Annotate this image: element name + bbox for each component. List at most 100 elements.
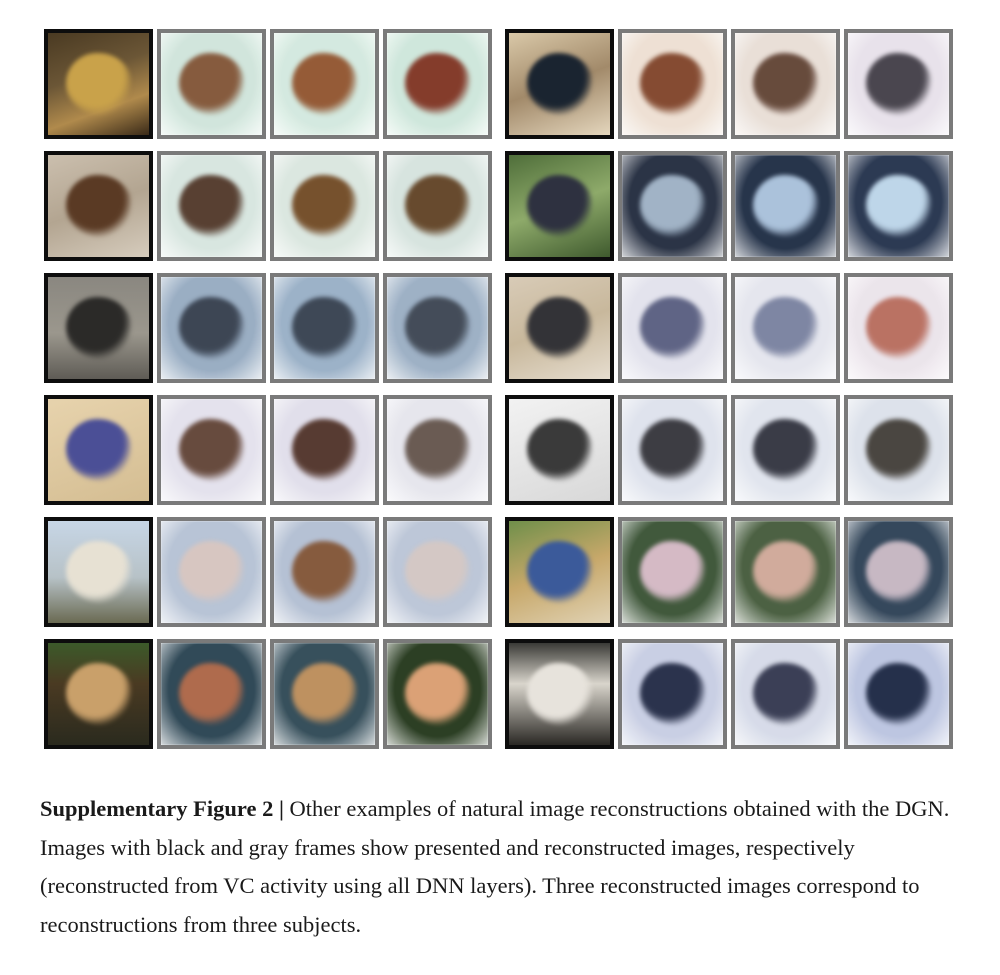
reconstructed-image-subject-2-image (735, 277, 836, 379)
reconstructed-image-subject-1 (618, 517, 727, 627)
reconstructed-image-subject-1-image (622, 155, 723, 257)
presented-image-object (527, 541, 592, 603)
reconstructed-image-subject-2-image (274, 521, 375, 623)
image-row-right-3 (505, 273, 953, 383)
presented-image-image (509, 643, 610, 745)
presented-image (505, 517, 614, 627)
image-row-left-4 (44, 395, 492, 505)
presented-image-image (509, 277, 610, 379)
reconstructed-image-subject-2-image (735, 33, 836, 135)
reconstructed-image-subject-2-object (753, 175, 818, 237)
presented-image-image (48, 643, 149, 745)
reconstructed-image-subject-2 (270, 273, 379, 383)
reconstructed-image-subject-2 (731, 29, 840, 139)
reconstructed-image-subject-3-image (848, 277, 949, 379)
reconstructed-image-subject-3-image (848, 399, 949, 501)
reconstructed-image-subject-2-image (735, 155, 836, 257)
reconstructed-image-subject-3-image (387, 521, 488, 623)
presented-image-object (527, 419, 592, 481)
presented-image-image (509, 399, 610, 501)
image-row-right-1 (505, 29, 953, 139)
reconstructed-image-subject-2-image (274, 399, 375, 501)
reconstructed-image-subject-1 (618, 29, 727, 139)
reconstructed-image-subject-1-image (161, 521, 262, 623)
reconstructed-image-subject-2 (270, 517, 379, 627)
reconstructed-image-subject-3-image (848, 155, 949, 257)
reconstructed-image-subject-2-image (274, 33, 375, 135)
presented-image (44, 639, 153, 749)
caption-text: Other examples of natural image reconstr… (40, 796, 950, 937)
presented-image (44, 395, 153, 505)
reconstructed-image-subject-1-object (640, 297, 705, 359)
presented-image-object (66, 175, 131, 237)
reconstructed-image-subject-2-object (292, 297, 357, 359)
reconstructed-image-subject-1-object (179, 541, 244, 603)
figure-panel-left (44, 29, 492, 761)
presented-image (505, 273, 614, 383)
reconstructed-image-subject-1 (157, 29, 266, 139)
reconstructed-image-subject-3 (383, 151, 492, 261)
reconstructed-image-subject-3-image (848, 521, 949, 623)
reconstructed-image-subject-3-image (387, 643, 488, 745)
reconstructed-image-subject-1 (157, 395, 266, 505)
reconstructed-image-subject-2-object (753, 663, 818, 725)
reconstructed-image-subject-2 (270, 639, 379, 749)
image-row-right-2 (505, 151, 953, 261)
presented-image (44, 517, 153, 627)
reconstructed-image-subject-3 (844, 639, 953, 749)
image-row-left-6 (44, 639, 492, 749)
presented-image-object (527, 297, 592, 359)
presented-image-object (527, 53, 592, 115)
reconstructed-image-subject-3-object (405, 663, 470, 725)
presented-image-image (48, 277, 149, 379)
reconstructed-image-subject-2 (731, 151, 840, 261)
reconstructed-image-subject-2-object (753, 297, 818, 359)
reconstructed-image-subject-2 (731, 639, 840, 749)
reconstructed-image-subject-3-image (848, 643, 949, 745)
presented-image-object (527, 663, 592, 725)
reconstructed-image-subject-1 (618, 639, 727, 749)
reconstructed-image-subject-3 (383, 517, 492, 627)
reconstructed-image-subject-3-object (405, 419, 470, 481)
reconstructed-image-subject-1-image (622, 399, 723, 501)
reconstructed-image-subject-2 (270, 395, 379, 505)
reconstructed-image-subject-2-object (292, 663, 357, 725)
presented-image-object (527, 175, 592, 237)
presented-image (44, 273, 153, 383)
reconstructed-image-subject-3-object (405, 541, 470, 603)
reconstructed-image-subject-1-object (179, 663, 244, 725)
reconstructed-image-subject-2 (731, 517, 840, 627)
reconstructed-image-subject-3-image (848, 33, 949, 135)
reconstructed-image-subject-1 (157, 273, 266, 383)
presented-image-image (48, 155, 149, 257)
presented-image-object (66, 53, 131, 115)
image-row-right-5 (505, 517, 953, 627)
reconstructed-image-subject-1-image (622, 33, 723, 135)
presented-image-object (66, 297, 131, 359)
presented-image-object (66, 663, 131, 725)
reconstructed-image-subject-2-image (735, 643, 836, 745)
reconstructed-image-subject-3 (383, 395, 492, 505)
reconstructed-image-subject-2-image (274, 155, 375, 257)
presented-image-image (509, 155, 610, 257)
image-row-right-6 (505, 639, 953, 749)
reconstructed-image-subject-1-image (622, 643, 723, 745)
reconstructed-image-subject-2 (731, 395, 840, 505)
reconstructed-image-subject-1 (618, 151, 727, 261)
caption-label: Supplementary Figure 2 | (40, 796, 284, 821)
reconstructed-image-subject-2-object (753, 419, 818, 481)
reconstructed-image-subject-1-image (622, 521, 723, 623)
reconstructed-image-subject-1-image (161, 643, 262, 745)
figure-caption: Supplementary Figure 2 | Other examples … (40, 790, 960, 944)
reconstructed-image-subject-3-object (866, 175, 931, 237)
figure-panel-right (505, 29, 953, 761)
reconstructed-image-subject-2-image (735, 521, 836, 623)
reconstructed-image-subject-3-object (866, 297, 931, 359)
reconstructed-image-subject-1-object (640, 541, 705, 603)
reconstructed-image-subject-1-image (161, 399, 262, 501)
reconstructed-image-subject-3-object (866, 541, 931, 603)
reconstructed-image-subject-1-object (640, 663, 705, 725)
presented-image-image (48, 521, 149, 623)
reconstructed-image-subject-2-image (274, 277, 375, 379)
reconstructed-image-subject-2 (731, 273, 840, 383)
